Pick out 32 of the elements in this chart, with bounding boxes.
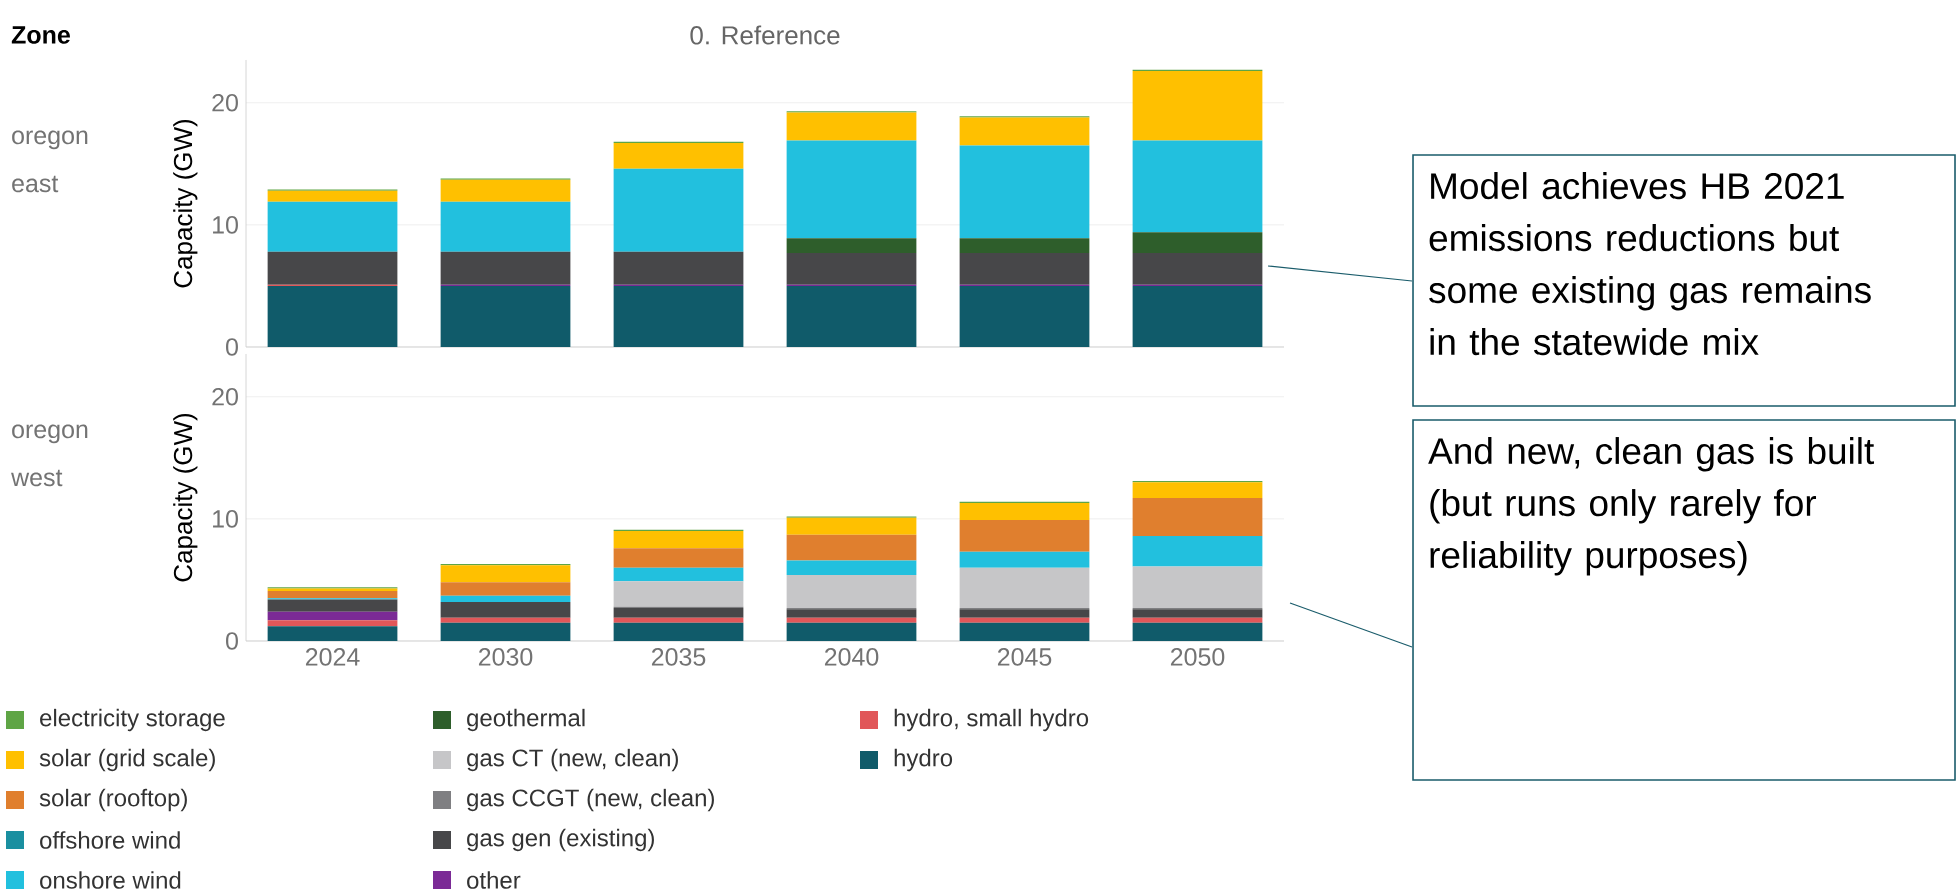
legend-label: hydro [894,748,953,772]
text: oregon east [12,130,88,193]
y-tick-label: 20 [212,387,238,406]
x-tick-label: 2040 [824,648,879,666]
x-tick-label: 2035 [651,648,706,666]
chart-title: 0. Reference [690,25,840,45]
legend-label: solar (rooftop) [39,788,187,812]
legend-label: gas CT (new, clean) [467,748,678,772]
y-tick-label: 10 [213,510,238,528]
y-tick-label: 0 [226,338,238,356]
legend-label: solar (grid scale) [39,748,215,772]
legend-label: offshore wind [40,831,180,849]
text: And new, clean gas is built (but runs only rarely for reliability purposes) [1428,437,1875,576]
y-tick-label: 0 [226,632,238,650]
text: Zone [11,26,70,44]
legend-label: gas CCGT (new, clean) [467,788,714,812]
legend-label: other [467,871,521,889]
legend-label: electricity storage [40,708,225,732]
legend-label: geothermal [467,708,585,732]
legend-label: hydro, small hydro [894,708,1089,732]
x-tick-label: 2045 [997,648,1052,666]
x-tick-label: 2030 [478,648,533,666]
y-axis-title: Capacity (GW) [173,413,198,582]
x-tick-label: 2050 [1170,648,1225,666]
text: Model achieves HB 2021 emissions reductions but some existing gas remains in the statewide mix [1429,172,1871,356]
legend-label: gas gen (existing) [467,828,654,852]
y-tick-label: 10 [213,216,238,234]
text: oregon west [11,424,88,487]
y-tick-label: 20 [212,93,238,112]
y-axis-title: Capacity (GW) [173,119,198,288]
x-tick-label: 2024 [305,648,360,666]
legend-label: onshore wind [40,871,181,889]
